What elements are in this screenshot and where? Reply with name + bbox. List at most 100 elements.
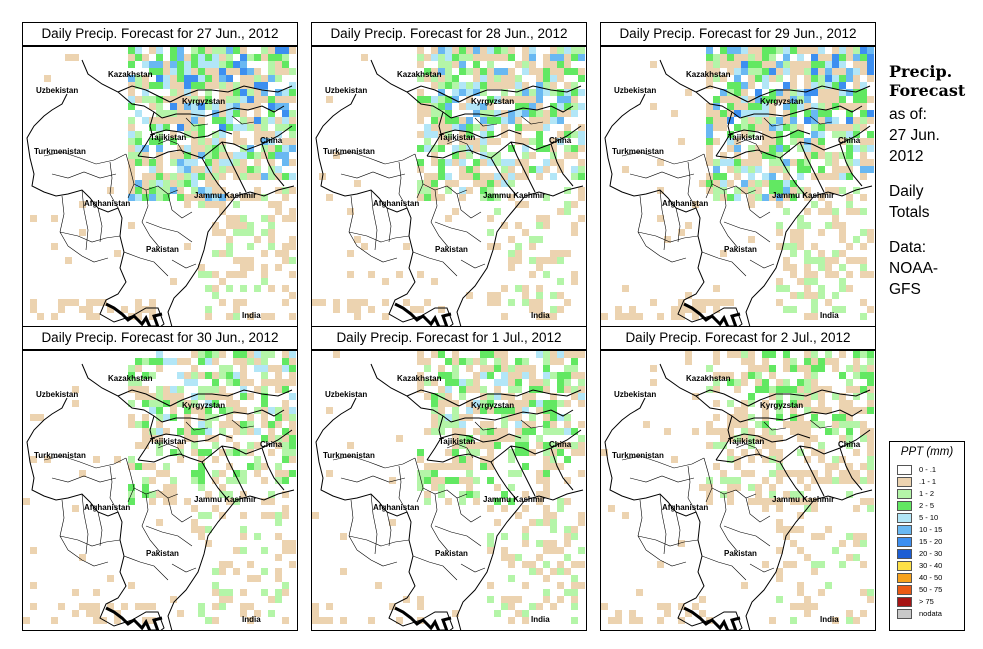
precip-cell (135, 393, 142, 400)
precip-cell (142, 463, 149, 470)
precip-cell (289, 173, 296, 180)
precip-cell (515, 400, 522, 407)
precip-cell (65, 54, 72, 61)
precip-cell (578, 421, 585, 428)
precip-cell (501, 173, 508, 180)
precip-cell (268, 68, 275, 75)
precip-cell (571, 82, 578, 89)
precip-cell (438, 47, 445, 54)
precip-cell (156, 414, 163, 421)
precip-cell (142, 89, 149, 96)
precip-cell (466, 400, 473, 407)
precip-cell (522, 505, 529, 512)
precip-cell (268, 285, 275, 292)
precip-cell (832, 463, 839, 470)
precip-cell (135, 75, 142, 82)
precip-cell (431, 54, 438, 61)
precip-cell (226, 400, 233, 407)
precip-cell (678, 299, 685, 306)
precip-cell (550, 414, 557, 421)
precip-cell (804, 166, 811, 173)
precip-cell (452, 145, 459, 152)
totals-line2: Totals (889, 204, 930, 221)
precip-cell (494, 152, 501, 159)
precip-cell (522, 491, 529, 498)
precip-cell (564, 540, 571, 547)
precip-cell (205, 386, 212, 393)
precip-cell (459, 124, 466, 131)
precip-cell (289, 124, 296, 131)
precip-cell (867, 449, 874, 456)
legend-label: .1 - 1 (919, 476, 937, 486)
precip-cell (424, 470, 431, 477)
precip-cell (832, 131, 839, 138)
precip-cell (571, 575, 578, 582)
precip-cell (361, 243, 368, 250)
precip-cell (839, 152, 846, 159)
precip-cell (508, 250, 515, 257)
precip-cell (170, 75, 177, 82)
precip-cell (755, 194, 762, 201)
precip-cell (762, 365, 769, 372)
precip-cell (832, 54, 839, 61)
precip-cell (438, 491, 445, 498)
precip-cell (657, 617, 664, 624)
precip-cell (508, 145, 515, 152)
precip-cell (473, 138, 480, 145)
precip-cell (212, 250, 219, 257)
precip-cell (720, 117, 727, 124)
precip-cell (529, 386, 536, 393)
precip-cell (212, 505, 219, 512)
precip-cell (289, 159, 296, 166)
map-label-uzbekistan: Uzbekistan (614, 86, 656, 95)
precip-cell (748, 145, 755, 152)
precip-cell (431, 477, 438, 484)
precip-cell (797, 421, 804, 428)
precip-cell (543, 166, 550, 173)
map-label-tajikistan: Tajikistan (728, 133, 764, 142)
precip-cell (811, 561, 818, 568)
precip-cell (494, 365, 501, 372)
precip-cell (198, 351, 205, 358)
precip-cell (515, 250, 522, 257)
map-label-tajikistan: Tajikistan (439, 133, 475, 142)
precip-cell (734, 194, 741, 201)
forecast-panel-4: Daily Precip. Forecast for 30 Jun., 2012… (22, 326, 298, 631)
precip-cell (275, 187, 282, 194)
precip-cell (522, 463, 529, 470)
map-label-pakistan: Pakistan (146, 549, 179, 558)
precip-cell (543, 159, 550, 166)
forecast-panel-1: Daily Precip. Forecast for 27 Jun., 2012… (22, 22, 298, 327)
precip-cell (205, 351, 212, 358)
precip-cell (247, 243, 254, 250)
precip-cell (431, 68, 438, 75)
precip-cell (226, 89, 233, 96)
precip-cell (156, 47, 163, 54)
precip-cell (797, 435, 804, 442)
precip-cell (853, 257, 860, 264)
precip-cell (818, 358, 825, 365)
precip-cell (860, 257, 867, 264)
legend-item: 20 - 30 (897, 548, 942, 559)
precip-cell (212, 201, 219, 208)
precip-cell (135, 131, 142, 138)
precip-cell (860, 271, 867, 278)
precip-cell (424, 138, 431, 145)
precip-cell (233, 229, 240, 236)
precip-cell (706, 484, 713, 491)
precip-cell (578, 449, 585, 456)
precip-cell (191, 82, 198, 89)
precip-cell (445, 124, 452, 131)
precip-cell (219, 449, 226, 456)
precip-cell (480, 117, 487, 124)
precip-cell (191, 159, 198, 166)
precip-cell (240, 47, 247, 54)
precip-cell (205, 449, 212, 456)
precip-cell (734, 477, 741, 484)
precip-cell (867, 68, 874, 75)
precip-cell (564, 208, 571, 215)
precip-cell (543, 421, 550, 428)
precip-cell (233, 166, 240, 173)
precip-cell (797, 89, 804, 96)
precip-cell (275, 61, 282, 68)
